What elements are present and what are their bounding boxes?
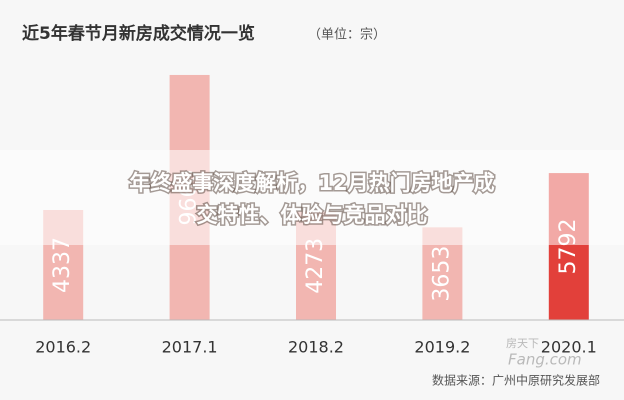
- headline-band: [0, 150, 624, 245]
- x-tick-label: 2017.1: [162, 338, 218, 357]
- x-tick-label: 2016.2: [35, 338, 91, 357]
- x-tick-label: 2020.1: [541, 338, 597, 357]
- watermark: 房天下: [506, 337, 539, 350]
- headline: 交特性、体验与竞品对比: [197, 203, 428, 227]
- source: 数据来源：广州中原研究发展部: [432, 373, 600, 388]
- watermark: Fang.com: [508, 351, 582, 369]
- chart-title: 近5年春节月新房成交情况一览: [22, 23, 255, 44]
- value-label: 3653: [429, 246, 454, 302]
- unit-label: （单位：宗）: [308, 27, 386, 43]
- value-label: 4273: [303, 238, 328, 294]
- headline: 年终盛事深度解析，12月热门房地产成: [129, 171, 494, 195]
- x-tick-label: 2018.2: [288, 338, 344, 357]
- value-label: 4337: [50, 237, 75, 293]
- x-tick-label: 2019.2: [414, 338, 470, 357]
